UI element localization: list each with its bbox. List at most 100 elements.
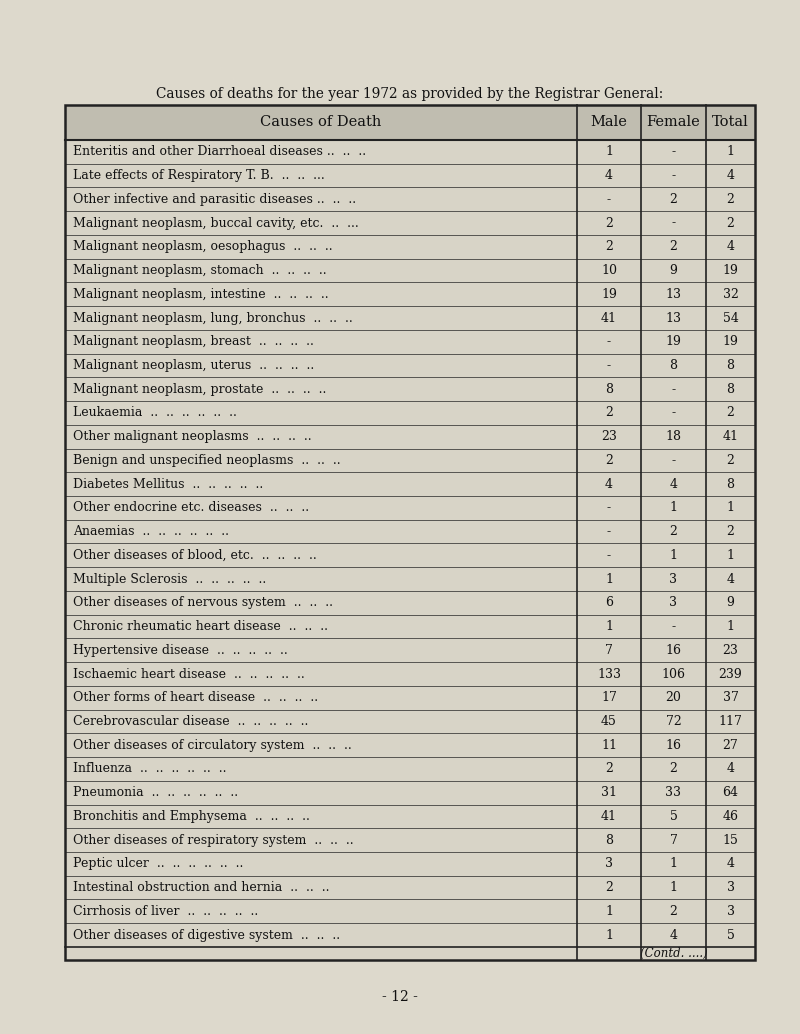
Text: 54: 54	[722, 311, 738, 325]
Text: 11: 11	[601, 738, 617, 752]
Text: Benign and unspecified neoplasms  ..  ..  ..: Benign and unspecified neoplasms .. .. .…	[73, 454, 341, 467]
Text: Male: Male	[590, 116, 627, 129]
Text: 1: 1	[670, 501, 678, 514]
Text: 23: 23	[601, 430, 617, 444]
Text: 2: 2	[726, 525, 734, 538]
Text: Anaemias  ..  ..  ..  ..  ..  ..: Anaemias .. .. .. .. .. ..	[73, 525, 229, 538]
Text: 5: 5	[726, 929, 734, 942]
Text: 19: 19	[666, 335, 682, 348]
Text: -: -	[671, 383, 675, 396]
Text: 1: 1	[726, 549, 734, 561]
Text: Malignant neoplasm, oesophagus  ..  ..  ..: Malignant neoplasm, oesophagus .. .. ..	[73, 240, 333, 253]
Text: 2: 2	[670, 240, 678, 253]
Text: 2: 2	[670, 762, 678, 776]
Text: 41: 41	[601, 311, 617, 325]
Text: 33: 33	[666, 786, 682, 799]
Text: 1: 1	[605, 905, 613, 918]
Text: 4: 4	[670, 929, 678, 942]
Text: 10: 10	[601, 264, 617, 277]
Bar	[65, 105, 755, 960]
Text: -: -	[607, 359, 611, 372]
Text: Malignant neoplasm, lung, bronchus  ..  ..  ..: Malignant neoplasm, lung, bronchus .. ..…	[73, 311, 353, 325]
Text: 4: 4	[670, 478, 678, 491]
Text: Other forms of heart disease  ..  ..  ..  ..: Other forms of heart disease .. .. .. ..	[73, 692, 318, 704]
Text: Other endocrine etc. diseases  ..  ..  ..: Other endocrine etc. diseases .. .. ..	[73, 501, 309, 514]
Text: 32: 32	[722, 287, 738, 301]
Text: Chronic rheumatic heart disease  ..  ..  ..: Chronic rheumatic heart disease .. .. ..	[73, 620, 328, 633]
Text: 19: 19	[722, 264, 738, 277]
Text: 7: 7	[605, 644, 613, 657]
Text: Influenza  ..  ..  ..  ..  ..  ..: Influenza .. .. .. .. .. ..	[73, 762, 226, 776]
Text: Malignant neoplasm, breast  ..  ..  ..  ..: Malignant neoplasm, breast .. .. .. ..	[73, 335, 314, 348]
Text: 117: 117	[718, 714, 742, 728]
Text: 106: 106	[662, 668, 686, 680]
Text: 1: 1	[670, 881, 678, 894]
Text: 23: 23	[722, 644, 738, 657]
Text: 2: 2	[605, 881, 613, 894]
Text: 3: 3	[670, 573, 678, 585]
Text: 1: 1	[605, 573, 613, 585]
Text: 133: 133	[597, 668, 621, 680]
Text: 16: 16	[666, 738, 682, 752]
Text: 4: 4	[726, 240, 734, 253]
Text: 13: 13	[666, 287, 682, 301]
Text: -: -	[671, 406, 675, 420]
Text: 4: 4	[726, 170, 734, 182]
Text: 9: 9	[670, 264, 678, 277]
Text: -: -	[671, 216, 675, 230]
Text: 13: 13	[666, 311, 682, 325]
Text: 64: 64	[722, 786, 738, 799]
Text: Leukaemia  ..  ..  ..  ..  ..  ..: Leukaemia .. .. .. .. .. ..	[73, 406, 237, 420]
Text: 4: 4	[726, 573, 734, 585]
Text: 18: 18	[666, 430, 682, 444]
Text: Total: Total	[712, 116, 749, 129]
Text: 2: 2	[670, 905, 678, 918]
Text: 8: 8	[605, 383, 613, 396]
Text: Other malignant neoplasms  ..  ..  ..  ..: Other malignant neoplasms .. .. .. ..	[73, 430, 312, 444]
Text: 2: 2	[726, 454, 734, 467]
Text: 2: 2	[605, 216, 613, 230]
Text: 2: 2	[605, 762, 613, 776]
Text: Causes of Death: Causes of Death	[260, 116, 382, 129]
Text: 5: 5	[670, 810, 678, 823]
Text: - 12 -: - 12 -	[382, 990, 418, 1004]
Text: 9: 9	[726, 597, 734, 609]
Bar	[65, 105, 755, 960]
Text: 4: 4	[605, 478, 613, 491]
Text: (Contd. ....): (Contd. ....)	[640, 947, 707, 960]
Text: 3: 3	[726, 881, 734, 894]
Text: -: -	[607, 335, 611, 348]
Text: Causes of deaths for the year 1972 as provided by the Registrar General:: Causes of deaths for the year 1972 as pr…	[156, 87, 664, 101]
Text: 3: 3	[605, 857, 613, 871]
Text: Other diseases of digestive system  ..  ..  ..: Other diseases of digestive system .. ..…	[73, 929, 340, 942]
Text: 27: 27	[722, 738, 738, 752]
Text: 4: 4	[726, 857, 734, 871]
Text: Ischaemic heart disease  ..  ..  ..  ..  ..: Ischaemic heart disease .. .. .. .. ..	[73, 668, 305, 680]
Text: Other diseases of nervous system  ..  ..  ..: Other diseases of nervous system .. .. .…	[73, 597, 333, 609]
Text: 1: 1	[670, 857, 678, 871]
Text: -: -	[671, 146, 675, 158]
Text: Cirrhosis of liver  ..  ..  ..  ..  ..: Cirrhosis of liver .. .. .. .. ..	[73, 905, 258, 918]
Text: 3: 3	[726, 905, 734, 918]
Text: 8: 8	[726, 383, 734, 396]
Text: Multiple Sclerosis  ..  ..  ..  ..  ..: Multiple Sclerosis .. .. .. .. ..	[73, 573, 266, 585]
Text: 1: 1	[726, 501, 734, 514]
Text: 41: 41	[722, 430, 738, 444]
Text: Bronchitis and Emphysema  ..  ..  ..  ..: Bronchitis and Emphysema .. .. .. ..	[73, 810, 310, 823]
Text: 17: 17	[601, 692, 617, 704]
Text: 37: 37	[722, 692, 738, 704]
Text: Pneumonia  ..  ..  ..  ..  ..  ..: Pneumonia .. .. .. .. .. ..	[73, 786, 238, 799]
Text: 6: 6	[605, 597, 613, 609]
Text: 2: 2	[726, 216, 734, 230]
Text: 1: 1	[726, 146, 734, 158]
Text: Malignant neoplasm, stomach  ..  ..  ..  ..: Malignant neoplasm, stomach .. .. .. ..	[73, 264, 326, 277]
Text: 7: 7	[670, 833, 678, 847]
Text: Intestinal obstruction and hernia  ..  ..  ..: Intestinal obstruction and hernia .. .. …	[73, 881, 330, 894]
Text: 1: 1	[670, 549, 678, 561]
Text: 41: 41	[601, 810, 617, 823]
Text: Other diseases of respiratory system  ..  ..  ..: Other diseases of respiratory system .. …	[73, 833, 354, 847]
Text: -: -	[671, 454, 675, 467]
Text: Cerebrovascular disease  ..  ..  ..  ..  ..: Cerebrovascular disease .. .. .. .. ..	[73, 714, 308, 728]
Text: Malignant neoplasm, buccal cavity, etc.  ..  ...: Malignant neoplasm, buccal cavity, etc. …	[73, 216, 358, 230]
Text: 8: 8	[726, 478, 734, 491]
